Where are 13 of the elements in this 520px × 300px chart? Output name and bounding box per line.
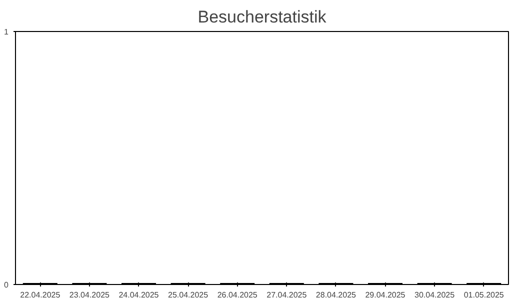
y-tick-label: 0 [4,280,10,290]
x-tick-label: 29.04.2025 [365,290,406,300]
x-tick-label: 27.04.2025 [266,290,308,300]
x-tick-label: 24.04.2025 [118,290,160,300]
chart-title: Besucherstatistik [198,8,327,26]
x-tick-label: 25.04.2025 [168,290,209,300]
x-tick-label: 22.04.2025 [20,290,61,300]
y-tick-label: 1 [4,28,10,36]
x-tick-label: 23.04.2025 [69,290,110,300]
x-tick-label: 30.04.2025 [414,290,456,300]
x-tick-label: 26.04.2025 [217,290,258,300]
x-tick-label: 01.05.2025 [464,290,504,300]
x-tick-label: 28.04.2025 [316,290,357,300]
